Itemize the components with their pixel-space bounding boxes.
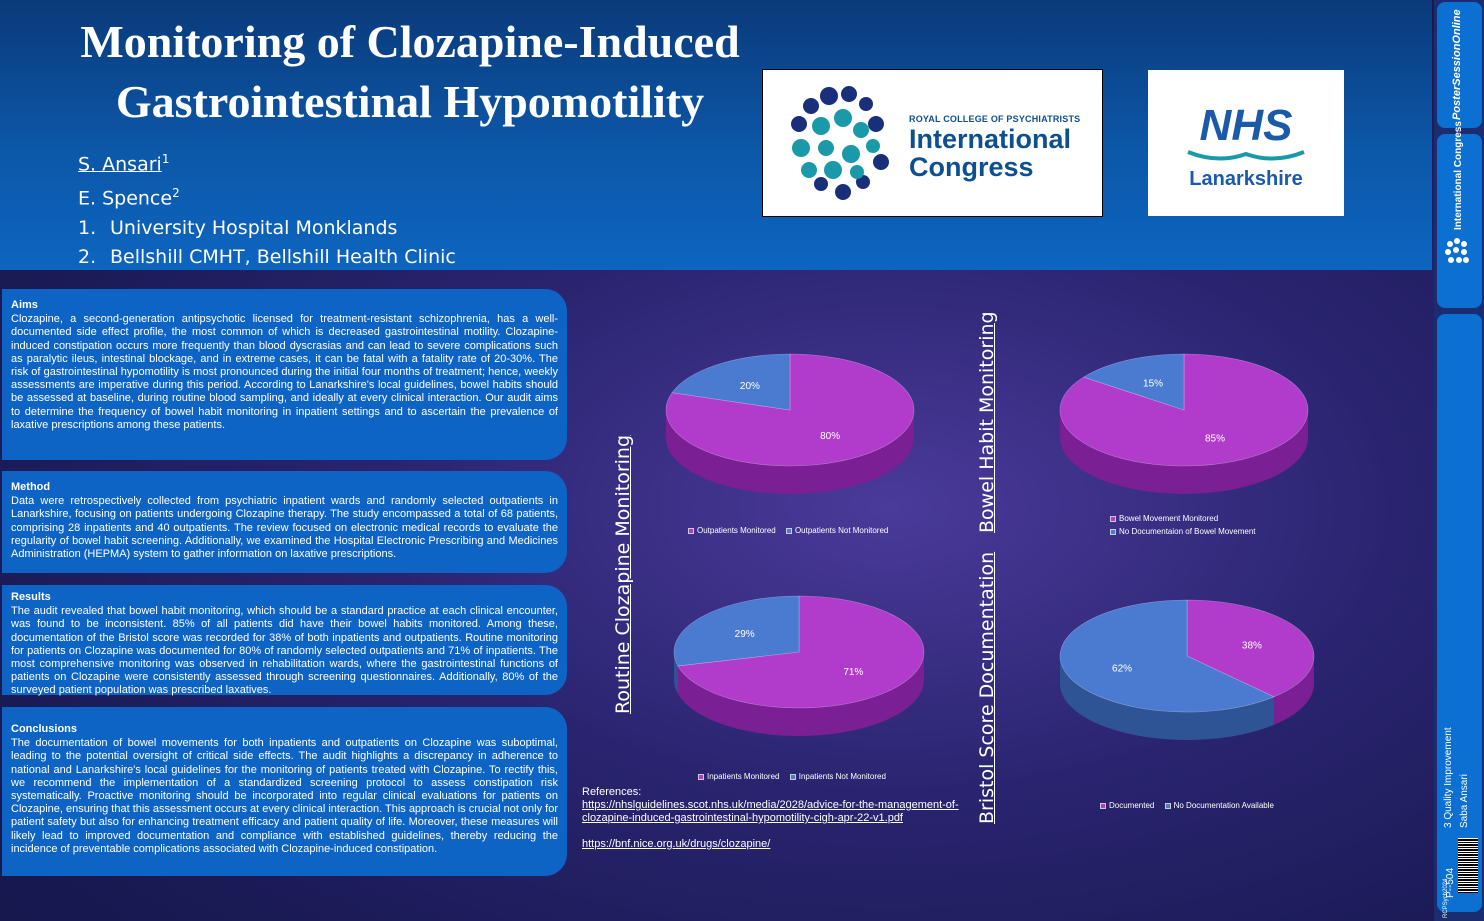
pie-data-label: 29% bbox=[735, 629, 755, 640]
poster-info-tab: 3 Quality Improvement Saba Ansari P--504… bbox=[1437, 314, 1482, 918]
bristol-score-title: Bristol Score Documentation bbox=[976, 551, 998, 824]
author-list: S. Ansari1 E. Spence2 1. University Hospi… bbox=[78, 145, 456, 272]
pie-data-label: 85% bbox=[1205, 433, 1225, 444]
pie-side-0 bbox=[666, 410, 914, 494]
pie-data-label: 62% bbox=[1112, 663, 1132, 674]
pie-side-1 bbox=[674, 652, 678, 694]
references-section: References: https://nhslguidelines.scot.… bbox=[582, 786, 962, 851]
pie-slice-1 bbox=[1082, 353, 1185, 411]
aims-body: Clozapine, a second-generation antipsych… bbox=[11, 313, 558, 431]
bowel-habit-legend: Bowel Movement Monitored No Documentaion… bbox=[1110, 514, 1264, 540]
nhs-wave-icon bbox=[1187, 150, 1305, 161]
routine-monitoring-title: Routine Clozapine Monitoring bbox=[612, 434, 634, 714]
pie-slice-0 bbox=[1186, 599, 1315, 698]
pie-slice-0 bbox=[665, 353, 915, 467]
pie-data-label: 38% bbox=[1242, 641, 1262, 652]
bristol-score-legend: Documented No Documentation Available bbox=[1100, 801, 1282, 810]
legend-item: Inpatients Monitored bbox=[698, 772, 780, 781]
pie-side-0 bbox=[1060, 410, 1308, 494]
affiliation-1: 1. University Hospital Monklands bbox=[78, 216, 398, 239]
outpatients-pie-chart: 80% 20% bbox=[665, 353, 915, 494]
method-body: Data were retrospectively collected from… bbox=[11, 495, 558, 561]
conclusions-heading: Conclusions bbox=[11, 723, 78, 735]
affiliation-2: 2. Bellshill CMHT, Bellshill Health Clini… bbox=[78, 245, 456, 268]
inpatients-legend: Inpatients Monitored Inpatients Not Moni… bbox=[698, 772, 894, 781]
pie-slice-0 bbox=[677, 595, 925, 709]
pie-data-label: 15% bbox=[1143, 379, 1163, 390]
legend-item: No Documentation Available bbox=[1164, 801, 1274, 810]
legend-item: Bowel Movement Monitored bbox=[1110, 514, 1256, 523]
pie-slice-0 bbox=[1059, 353, 1309, 467]
rcpsych-brain-icon bbox=[791, 86, 889, 200]
pie-slice-1 bbox=[673, 595, 800, 667]
pie-data-label: 71% bbox=[843, 667, 863, 678]
bowel-habit-pie-chart: 85% 15% bbox=[1059, 353, 1309, 494]
rcpsych-logo: ROYAL COLLEGE OF PSYCHIATRISTS Internati… bbox=[762, 69, 1103, 217]
author-2: E. Spence bbox=[78, 187, 173, 210]
nhs-lanarkshire-logo: NHS Lanarkshire bbox=[1148, 70, 1344, 216]
pie-slice-1 bbox=[1059, 599, 1275, 713]
results-section: Results The audit revealed that bowel ha… bbox=[2, 585, 567, 697]
pie-side-0 bbox=[1273, 656, 1314, 725]
outpatients-legend: Outpatients Monitored Outpatients Not Mo… bbox=[688, 526, 896, 535]
conclusions-body: The documentation of bowel movements for… bbox=[11, 737, 559, 855]
congress-brain-icon bbox=[1445, 238, 1469, 263]
postersessiononline-tab[interactable]: PosterSessionOnline bbox=[1437, 2, 1482, 128]
author-1: S. Ansari bbox=[78, 153, 162, 176]
conclusions-section: Conclusions The documentation of bowel m… bbox=[2, 707, 567, 876]
congress-tab[interactable]: International Congress bbox=[1437, 121, 1482, 308]
references-heading: References: bbox=[582, 786, 642, 798]
pie-slice-1 bbox=[671, 353, 791, 411]
legend-item: Documented bbox=[1100, 801, 1154, 810]
bowel-monitoring-title: Bowel Habit Monitoring bbox=[976, 311, 998, 533]
nhs-mark: NHS bbox=[1199, 101, 1293, 150]
pie-side-1 bbox=[1060, 656, 1274, 740]
poster-sidebar: PosterSessionOnline International Congre… bbox=[1434, 0, 1484, 921]
legend-item: Outpatients Monitored bbox=[688, 526, 776, 535]
bristol-score-pie-chart: 38% 62% bbox=[1059, 599, 1315, 740]
results-heading: Results bbox=[11, 591, 51, 603]
method-section: Method Data were retrospectively collect… bbox=[2, 471, 567, 573]
poster-title: Monitoring of Clozapine-Induced Gastroin… bbox=[80, 16, 740, 127]
barcode-icon bbox=[1458, 838, 1478, 893]
aims-section: Aims Clozapine, a second-generation anti… bbox=[2, 289, 567, 460]
reference-link-nhs[interactable]: https://nhslguidelines.scot.nhs.uk/media… bbox=[582, 799, 959, 824]
results-body: The audit revealed that bowel habit moni… bbox=[11, 605, 558, 697]
pie-data-label: 80% bbox=[820, 431, 840, 442]
legend-item: No Documentaion of Bowel Movement bbox=[1110, 527, 1256, 536]
reference-link-bnf[interactable]: https://bnf.nice.org.uk/drugs/clozapine/ bbox=[582, 838, 771, 850]
method-heading: Method bbox=[11, 481, 51, 493]
legend-item: Outpatients Not Monitored bbox=[785, 526, 888, 535]
aims-heading: Aims bbox=[11, 299, 38, 311]
pie-side-0 bbox=[677, 652, 924, 736]
inpatients-pie-chart: 71% 29% bbox=[673, 595, 925, 736]
legend-item: Inpatients Not Monitored bbox=[789, 772, 886, 781]
pie-data-label: 20% bbox=[740, 381, 760, 392]
